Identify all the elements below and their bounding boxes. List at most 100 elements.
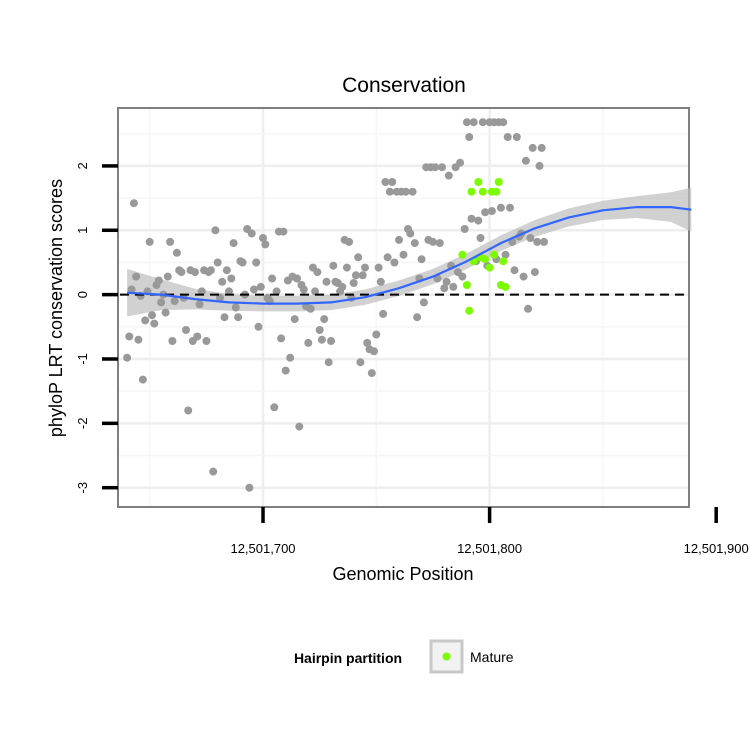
data-point (202, 337, 211, 345)
data-point (431, 163, 440, 172)
data-point (379, 309, 388, 318)
data-point (168, 337, 177, 345)
data-point (184, 406, 193, 415)
data-point (533, 237, 542, 246)
data-point (540, 237, 548, 246)
data-point (374, 263, 383, 272)
mature-point (465, 306, 474, 315)
data-point (197, 287, 206, 296)
data-point (354, 253, 363, 262)
data-point (383, 253, 392, 262)
y-tick-label: 0 (75, 291, 90, 298)
data-point (227, 274, 236, 283)
legend-entry-mature: Mature (470, 649, 514, 665)
y-tick-label: -3 (75, 482, 90, 494)
data-point (216, 293, 224, 302)
confidence-ribbon (127, 187, 692, 317)
data-point (401, 187, 410, 196)
data-point (150, 319, 159, 328)
data-point (474, 216, 483, 225)
data-point (320, 315, 329, 324)
data-point (501, 250, 510, 259)
data-point (304, 338, 313, 347)
data-point (460, 225, 469, 233)
legend-title: Hairpin partition (294, 650, 402, 666)
axes: 12,501,700 12,501,800 12,501,900 -3 -2 -1 0 1 2 (75, 162, 749, 556)
data-point (506, 203, 514, 212)
data-point (195, 300, 204, 309)
data-point (499, 118, 508, 127)
data-point (528, 143, 537, 152)
data-point (256, 282, 265, 291)
mature-point (490, 250, 499, 259)
data-point (535, 161, 544, 170)
data-point (440, 284, 449, 293)
mature-point (478, 187, 487, 196)
data-point (442, 277, 451, 286)
data-point (503, 133, 512, 141)
data-point (299, 285, 308, 294)
data-point (172, 248, 181, 257)
data-point (259, 234, 267, 242)
data-point (218, 277, 227, 286)
mature-point (474, 178, 483, 186)
data-point (125, 332, 134, 341)
data-point (345, 237, 354, 246)
data-point (526, 234, 535, 242)
data-point (358, 271, 367, 280)
data-point (438, 163, 446, 172)
data-point (182, 326, 190, 334)
data-point (286, 353, 295, 362)
data-point (351, 271, 360, 280)
data-point (238, 258, 247, 267)
data-point (390, 258, 399, 267)
data-point (487, 207, 496, 215)
data-point (342, 263, 351, 272)
data-point (435, 239, 444, 248)
chart-title: Conservation (342, 74, 466, 97)
y-tick-label: 2 (75, 162, 90, 169)
legend: Hairpin partition Mature (294, 639, 514, 674)
data-point (161, 308, 170, 317)
data-point (413, 313, 422, 322)
data-point (270, 403, 279, 412)
data-point (408, 187, 417, 196)
data-point (429, 237, 437, 246)
data-point (338, 282, 347, 291)
data-point (134, 335, 143, 344)
data-point (458, 272, 467, 281)
data-point (206, 266, 215, 275)
data-point (132, 272, 141, 281)
data-point (361, 263, 369, 272)
data-point (138, 375, 147, 384)
data-point (478, 118, 487, 127)
data-point (476, 234, 485, 242)
data-point (268, 274, 277, 283)
y-tick-label: -2 (75, 418, 90, 430)
data-point (388, 178, 397, 186)
data-point (166, 237, 175, 246)
data-point (363, 338, 372, 347)
data-point (277, 334, 286, 343)
data-point (496, 203, 505, 212)
mature-point (462, 281, 471, 289)
grid-lines (119, 109, 688, 506)
data-point (209, 467, 218, 476)
data-point (234, 313, 243, 322)
data-point (193, 332, 202, 341)
data-point (229, 239, 238, 248)
y-tick-label: 1 (75, 227, 90, 234)
data-point (295, 422, 304, 431)
data-point (222, 266, 231, 275)
data-point (261, 240, 270, 249)
data-point (465, 133, 474, 141)
data-point (524, 304, 533, 313)
data-point (444, 171, 453, 180)
data-point (213, 258, 222, 267)
y-axis-label: phyloP LRT conservation scores (46, 179, 66, 437)
mature-point (492, 187, 501, 196)
data-point (327, 337, 335, 345)
data-point (530, 268, 539, 277)
data-point (512, 133, 521, 141)
